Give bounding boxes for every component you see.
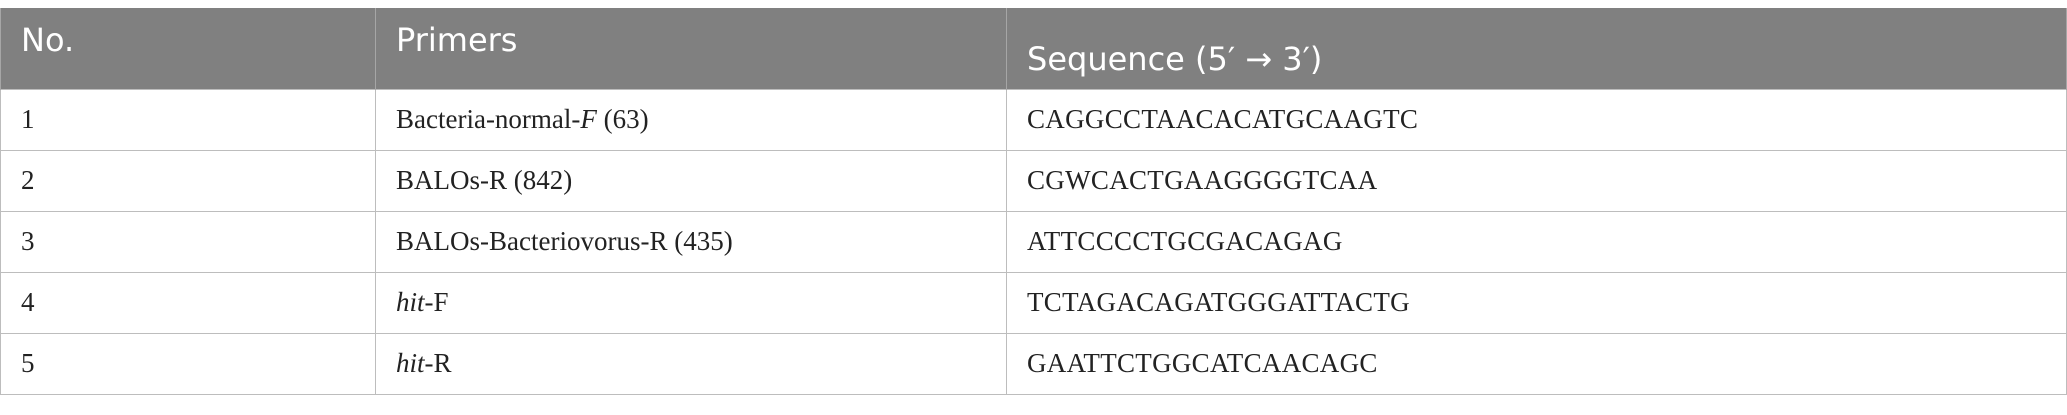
primer-sequence: CAGGCCTAACACATGCAAGTC	[1006, 88, 2067, 151]
primer-name: BALOs-R (842)	[375, 149, 1007, 212]
primer-sequence: ATTCCCCTGCGACAGAG	[1006, 210, 2067, 273]
row-number: 3	[0, 210, 376, 273]
primer-name-suffix: (63)	[596, 104, 649, 134]
primer-name: Bacteria-normal-F (63)	[375, 88, 1007, 151]
primer-name: hit-F	[375, 271, 1007, 334]
primer-table: No. Primers Sequence (5′ → 3′) 1 Bacteri…	[0, 8, 2067, 395]
row-number: 1	[0, 88, 376, 151]
table-row: 2 BALOs-R (842) CGWCACTGAAGGGGTCAA	[0, 149, 2067, 212]
primer-name-suffix: -R	[424, 348, 452, 378]
primer-table-container: No. Primers Sequence (5′ → 3′) 1 Bacteri…	[0, 8, 2067, 395]
primer-name-text: Bacteria-normal-	[396, 104, 581, 134]
primer-name-text: BALOs-R (842)	[396, 165, 573, 195]
primer-name-italic: hit	[396, 348, 425, 378]
header-row: No. Primers Sequence (5′ → 3′)	[0, 8, 2067, 89]
table-row: 3 BALOs-Bacteriovorus-R (435) ATTCCCCTGC…	[0, 210, 2067, 273]
primer-name: hit-R	[375, 332, 1007, 395]
table-header: No. Primers Sequence (5′ → 3′)	[0, 8, 2067, 89]
header-primers: Primers	[375, 8, 1007, 89]
primer-name: BALOs-Bacteriovorus-R (435)	[375, 210, 1007, 273]
primer-sequence: TCTAGACAGATGGGATTACTG	[1006, 271, 2067, 334]
primer-name-text: BALOs-Bacteriovorus-R (435)	[396, 226, 733, 256]
primer-name-italic: hit	[396, 287, 425, 317]
table-row: 4 hit-F TCTAGACAGATGGGATTACTG	[0, 271, 2067, 334]
table-body: 1 Bacteria-normal-F (63) CAGGCCTAACACATG…	[0, 88, 2067, 395]
header-sequence: Sequence (5′ → 3′)	[1006, 8, 2067, 89]
primer-name-suffix: -F	[424, 287, 449, 317]
primer-sequence: CGWCACTGAAGGGGTCAA	[1006, 149, 2067, 212]
row-number: 4	[0, 271, 376, 334]
row-number: 2	[0, 149, 376, 212]
row-number: 5	[0, 332, 376, 395]
primer-name-italic: F	[580, 104, 597, 134]
table-row: 5 hit-R GAATTCTGGCATCAACAGC	[0, 332, 2067, 395]
header-no: No.	[0, 8, 376, 89]
primer-sequence: GAATTCTGGCATCAACAGC	[1006, 332, 2067, 395]
table-row: 1 Bacteria-normal-F (63) CAGGCCTAACACATG…	[0, 88, 2067, 151]
